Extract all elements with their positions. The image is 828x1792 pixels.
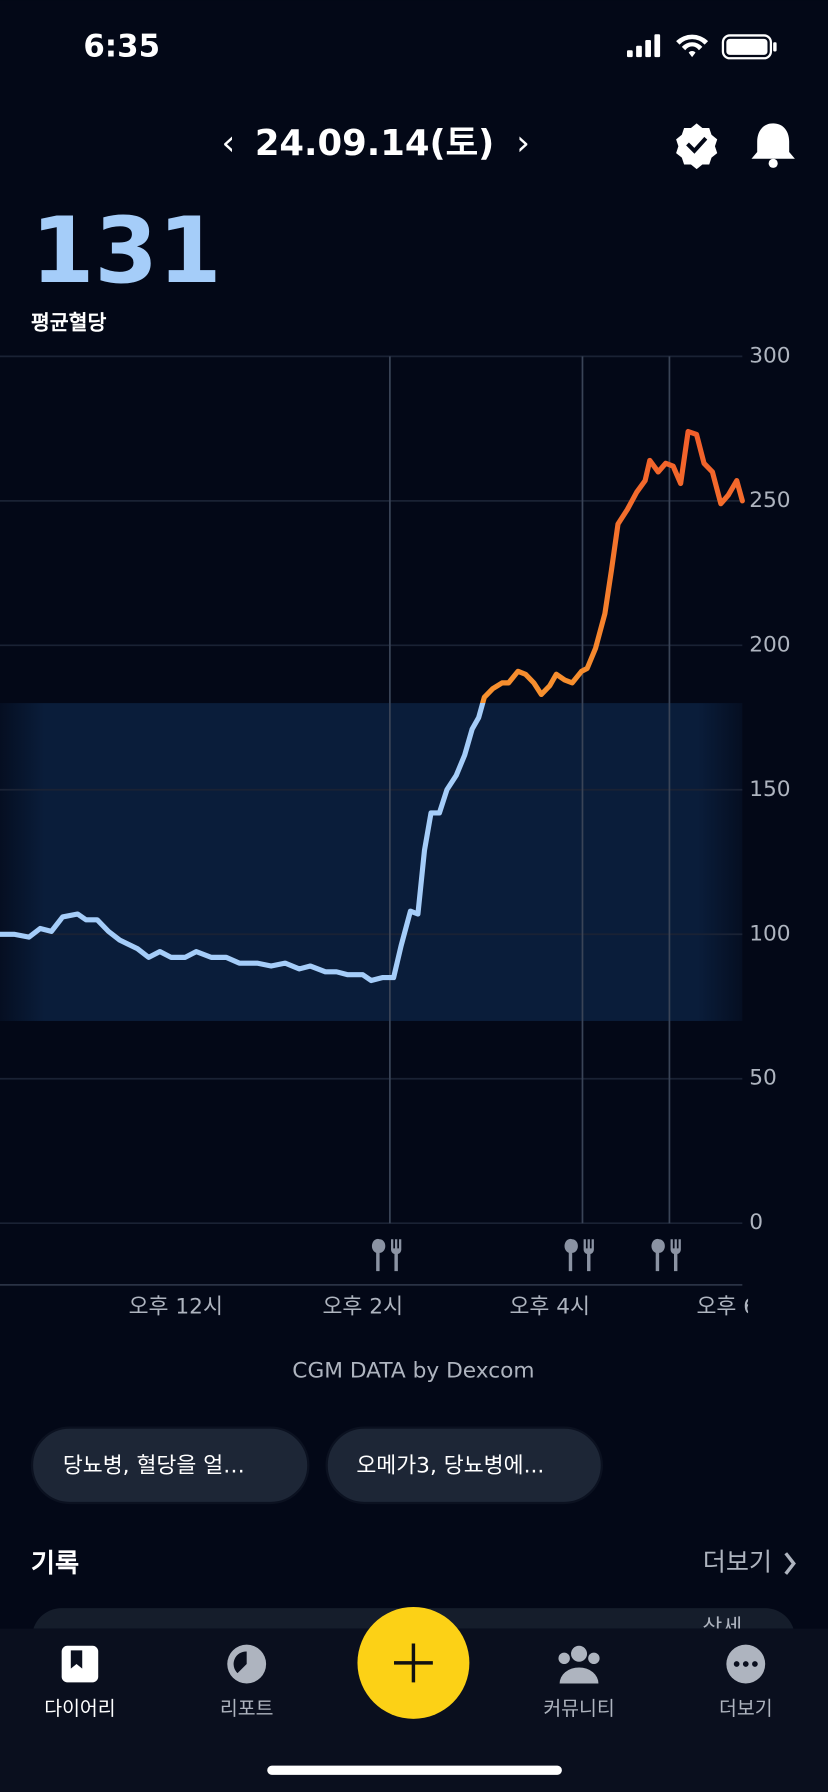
nav-label[interactable]: 리포트 [220,1697,274,1720]
prev-day[interactable]: ‹ [222,124,236,164]
next-day[interactable]: › [516,124,530,164]
nav-item[interactable]: 커뮤니티 [543,1645,615,1720]
section-title: 기록 [31,1549,79,1579]
x-tick-label: 오후 6시 [696,1295,777,1320]
nav-label[interactable]: 커뮤니티 [543,1697,614,1720]
chip[interactable]: 당뇨병, 혈당을 얼… [30,1426,310,1505]
nav-label[interactable]: 다이어리 [44,1697,115,1720]
badge-icon[interactable] [676,123,718,170]
y-tick-label: 200 [749,632,790,657]
add-button[interactable] [357,1606,470,1719]
x-tick-labels: 오후 12시 오후 2시 오후 4시 오후 6시 [129,1295,777,1320]
y-tick-label: 250 [749,488,790,513]
y-tick-label: 150 [749,777,790,802]
y-tick-label: 50 [749,1066,777,1091]
chevron-icon [784,1552,796,1575]
chip[interactable]: 오메가3, 당뇨병에... [325,1426,604,1505]
card-link[interactable]: 상세 [702,1616,742,1641]
glucose-line [0,428,745,984]
chip-label[interactable]: 당뇨병, 혈당을 얼… [63,1453,245,1478]
nav-item[interactable]: 다이어리 [44,1645,116,1720]
average-glucose: 131 [31,197,222,304]
status-icons [626,34,777,60]
bell-icon[interactable] [751,123,795,168]
y-tick-label: 300 [749,343,790,368]
header-date[interactable]: 24.09.14(토) [255,123,495,164]
target-range-band [0,703,743,1021]
nav-item[interactable]: 리포트 [220,1644,274,1721]
y-tick-label: 0 [749,1210,763,1235]
meal-icon [564,1238,594,1272]
home-indicator [267,1765,562,1775]
x-tick-label: 오후 4시 [509,1295,590,1320]
x-tick-label: 오후 12시 [129,1295,223,1320]
y-tick-label: 100 [749,921,790,946]
source-credit: CGM DATA by Dexcom [292,1359,534,1384]
chip-label[interactable]: 오메가3, 당뇨병에... [356,1453,544,1478]
status-time: 6:35 [83,29,160,65]
average-label: 평균혈당 [31,310,107,334]
nav-label[interactable]: 더보기 [719,1697,773,1720]
meal-icon [651,1238,681,1272]
x-tick-label: 오후 2시 [322,1295,403,1320]
more-link[interactable]: 더보기 [703,1548,772,1577]
glucose-chart: 0 50 100 150 200 250 300 [0,343,791,1272]
meal-icon [371,1238,402,1272]
nav-item[interactable]: 더보기 [719,1644,773,1721]
